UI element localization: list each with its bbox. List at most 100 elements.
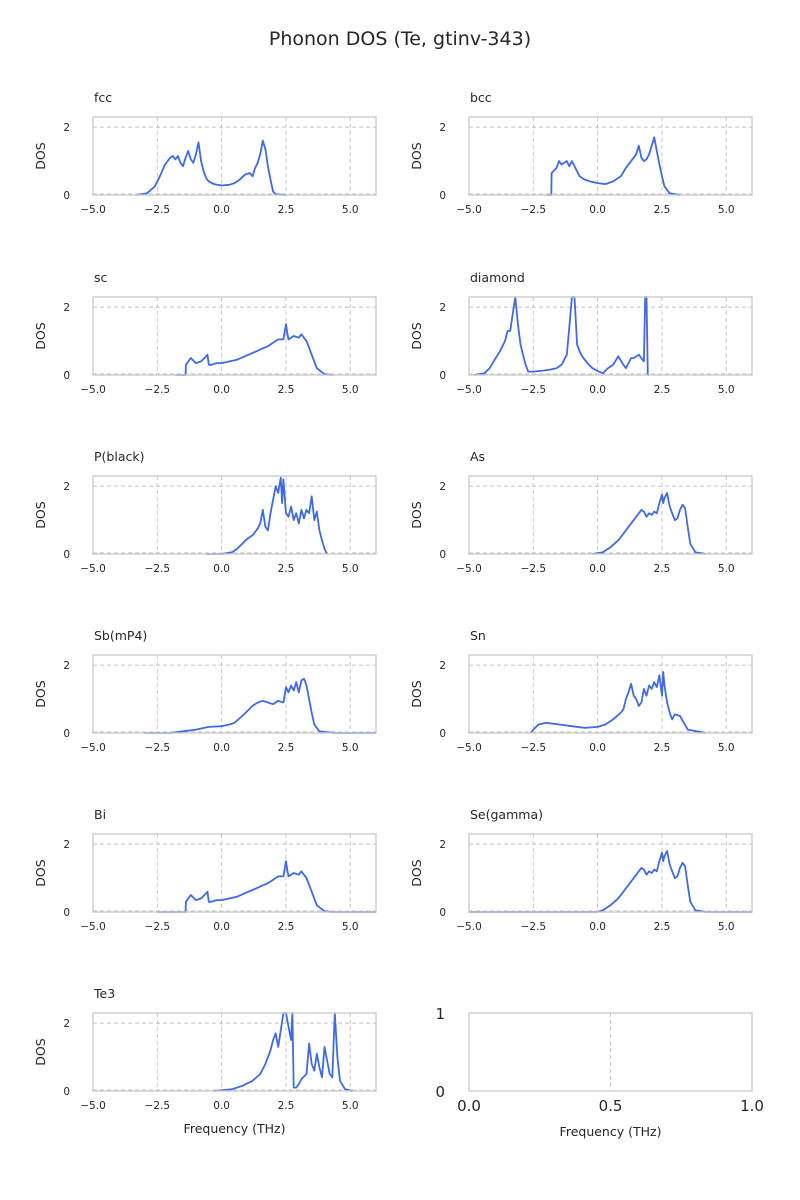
y-tick-label: 0: [63, 549, 70, 561]
x-tick-label: 5.0: [342, 563, 359, 575]
subplot-empty-11: 0 1 0.0 0.5 1.0 Frequency (THz): [435, 1005, 763, 1139]
y-tick-label: 2: [439, 839, 446, 851]
axes-frame: [468, 1012, 753, 1092]
x-axis-label: Frequency (THz): [560, 1124, 662, 1139]
y-tick-label: 2: [439, 122, 446, 134]
x-tick-label: −5.0: [456, 384, 482, 396]
x-tick-label: 5.0: [342, 204, 359, 216]
x-tick-label: 0.0: [589, 921, 606, 933]
axes-frame: [92, 654, 377, 734]
y-axis-label: DOS: [33, 322, 48, 349]
y-tick-label: 0: [439, 190, 446, 202]
x-tick-label: 2.5: [654, 204, 671, 216]
subplot-title: As: [470, 449, 485, 464]
subplot-grid: fcc DOS 0 2 −5.0 −2.5 0.0 2.5 5.0 bcc DOS 0 2 −5.0 −2.…: [33, 90, 764, 1139]
x-tick-label: −5.0: [80, 204, 106, 216]
x-tick-label: −2.5: [145, 384, 171, 396]
x-tick-label: 1.0: [740, 1097, 764, 1115]
x-tick-label: 2.5: [278, 921, 295, 933]
subplot-title: Te3: [93, 986, 115, 1001]
x-tick-label: 0.0: [589, 742, 606, 754]
x-tick-label: 2.5: [278, 563, 295, 575]
dos-line: [157, 860, 376, 913]
subplot-title: bcc: [470, 90, 492, 105]
y-tick-label: 0: [439, 549, 446, 561]
y-tick-label: 0: [63, 728, 70, 740]
y-axis-label: DOS: [33, 680, 48, 707]
x-tick-label: 0.0: [213, 204, 230, 216]
y-tick-label: 2: [63, 122, 70, 134]
x-tick-label: −2.5: [521, 384, 547, 396]
x-tick-label: −2.5: [145, 563, 171, 575]
x-tick-label: 5.0: [718, 921, 735, 933]
dos-line: [592, 492, 706, 555]
axes-frame: [92, 475, 377, 555]
x-tick-label: 0.0: [213, 742, 230, 754]
x-tick-label: −5.0: [456, 563, 482, 575]
subplot-p-black-4: P(black) DOS 0 2 −5.0 −2.5 0.0 2.5 5.0: [33, 449, 377, 575]
axes-frame: [468, 296, 753, 376]
subplot-fcc-0: fcc DOS 0 2 −5.0 −2.5 0.0 2.5 5.0: [33, 90, 377, 216]
axes-frame: [468, 116, 753, 196]
x-tick-label: −2.5: [145, 1100, 171, 1112]
dos-line: [206, 476, 328, 555]
y-tick-label: 1: [435, 1005, 445, 1023]
axes-frame: [468, 654, 753, 734]
x-tick-label: 2.5: [278, 1100, 295, 1112]
y-axis-label: DOS: [33, 501, 48, 528]
axes-frame: [92, 1012, 377, 1092]
axes-frame: [468, 833, 753, 913]
dos-line: [529, 671, 706, 734]
x-tick-label: 5.0: [718, 742, 735, 754]
subplot-sb-mp4-6: Sb(mP4) DOS 0 2 −5.0 −2.5 0.0 2.5 5.0: [33, 628, 377, 754]
x-tick-label: 0.5: [599, 1097, 623, 1115]
y-tick-label: 0: [439, 728, 446, 740]
x-tick-label: 0.0: [457, 1097, 481, 1115]
subplot-bi-8: Bi DOS 0 2 −5.0 −2.5 0.0 2.5 5.0: [33, 807, 377, 933]
y-tick-label: 2: [63, 302, 70, 314]
y-tick-label: 2: [439, 302, 446, 314]
x-axis-label: Frequency (THz): [184, 1121, 286, 1136]
y-axis-label: DOS: [33, 142, 48, 169]
subplot-se-gamma-9: Se(gamma) DOS 0 2 −5.0 −2.5 0.0 2.5 5.0: [409, 807, 753, 933]
x-tick-label: 5.0: [342, 384, 359, 396]
x-tick-label: −5.0: [80, 742, 106, 754]
y-axis-label: DOS: [409, 680, 424, 707]
x-tick-label: 0.0: [213, 921, 230, 933]
y-tick-label: 2: [63, 660, 70, 672]
y-axis-label: DOS: [33, 1038, 48, 1065]
y-tick-label: 0: [63, 1086, 70, 1098]
y-axis-label: DOS: [409, 501, 424, 528]
x-tick-label: −2.5: [521, 563, 547, 575]
x-tick-label: 0.0: [213, 563, 230, 575]
x-tick-label: −5.0: [456, 921, 482, 933]
x-tick-label: −2.5: [145, 204, 171, 216]
y-tick-label: 0: [63, 370, 70, 382]
x-tick-label: 2.5: [278, 204, 295, 216]
subplot-bcc-1: bcc DOS 0 2 −5.0 −2.5 0.0 2.5 5.0: [409, 90, 753, 216]
x-tick-label: 5.0: [718, 563, 735, 575]
x-tick-label: 0.0: [589, 204, 606, 216]
x-tick-label: 5.0: [342, 742, 359, 754]
x-tick-label: −2.5: [521, 204, 547, 216]
dos-line: [175, 323, 333, 376]
y-tick-label: 0: [435, 1083, 445, 1101]
y-tick-label: 0: [63, 190, 70, 202]
x-tick-label: −5.0: [80, 921, 106, 933]
subplot-title: P(black): [94, 449, 144, 464]
subplot-title: Sb(mP4): [94, 628, 147, 643]
x-tick-label: −2.5: [521, 742, 547, 754]
subplot-title: Se(gamma): [470, 807, 543, 822]
subplot-sn-7: Sn DOS 0 2 −5.0 −2.5 0.0 2.5 5.0: [409, 628, 753, 754]
dos-line: [473, 296, 650, 376]
subplot-title: Sn: [470, 628, 486, 643]
y-axis-label: DOS: [33, 859, 48, 886]
x-tick-label: 5.0: [718, 204, 735, 216]
figure-title: Phonon DOS (Te, gtinv-343): [269, 28, 531, 50]
y-tick-label: 0: [439, 370, 446, 382]
y-tick-label: 2: [63, 839, 70, 851]
x-tick-label: 5.0: [342, 921, 359, 933]
x-tick-label: 0.0: [589, 384, 606, 396]
x-tick-label: 2.5: [654, 384, 671, 396]
